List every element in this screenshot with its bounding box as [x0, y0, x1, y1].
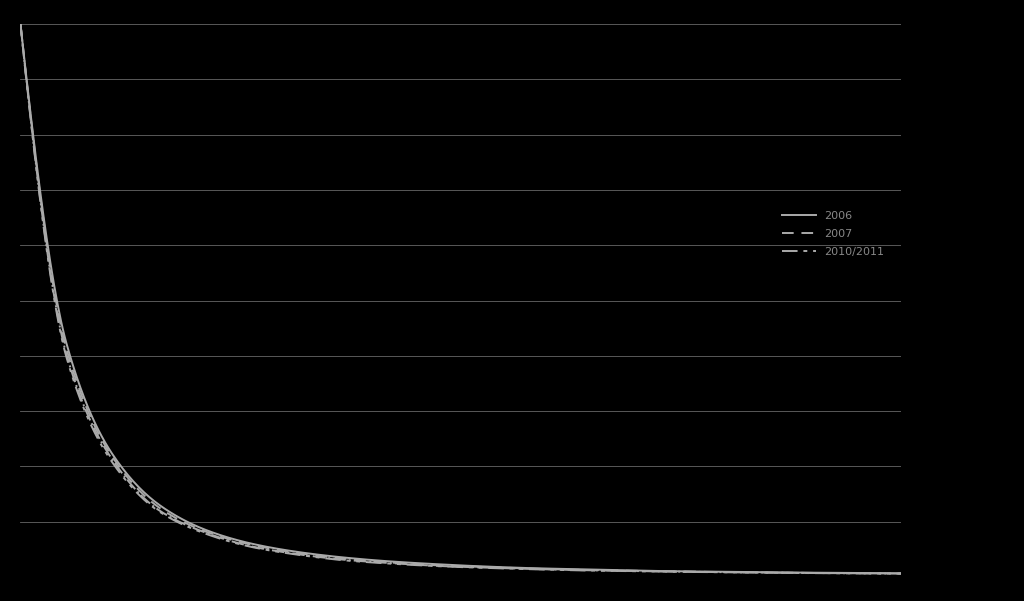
- Legend: 2006, 2007, 2010/2011: 2006, 2007, 2010/2011: [778, 207, 889, 261]
